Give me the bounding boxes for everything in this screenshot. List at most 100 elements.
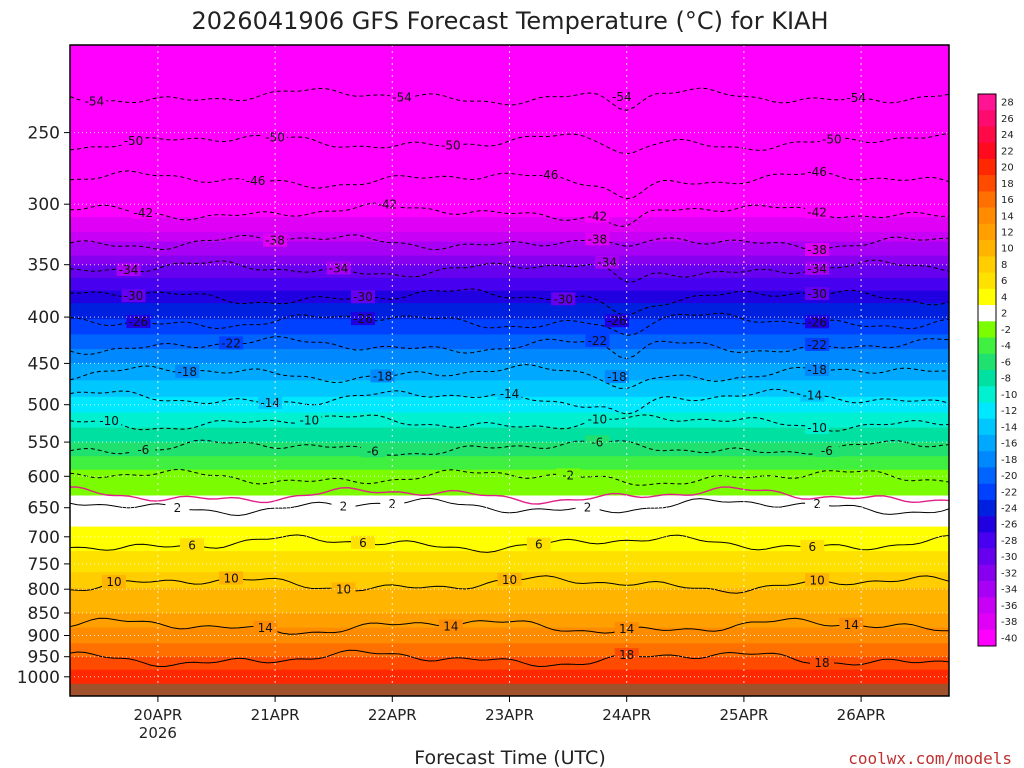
contour-label-bg (126, 315, 151, 328)
contour-label-bg (380, 497, 405, 511)
contour-label-bg (219, 571, 244, 585)
contour-label-bg (116, 263, 141, 276)
temperature-band (70, 341, 949, 347)
contour-line (70, 288, 949, 316)
temperature-band (70, 232, 949, 238)
contour-label: -38 (265, 234, 285, 248)
contour-label-bg (331, 499, 356, 513)
contour-label-bg (585, 209, 610, 223)
y-axis: 250 300 350 400 450 500 550 600 650 700 750 800 850 9… (17, 124, 70, 688)
contour-label-bg (263, 233, 288, 247)
temperature-band (70, 664, 949, 668)
contour-label-bg (551, 292, 576, 306)
contour-line (70, 497, 949, 517)
contour-label: -18 (607, 370, 627, 384)
colorbar-swatch (978, 483, 996, 501)
contour-line (70, 364, 949, 390)
contour-label-bg (575, 500, 600, 514)
contour-label: 2 (813, 497, 821, 511)
contour-label-bg (805, 261, 830, 275)
contour-line (70, 388, 949, 415)
x-axis-label: Forecast Time (UTC) (414, 747, 605, 768)
contour-label: -14 (260, 396, 280, 410)
contour-label: -30 (807, 287, 827, 301)
contour-label: -22 (588, 334, 608, 348)
temperature-band (70, 206, 949, 213)
colorbar-label: 2 (1001, 309, 1007, 320)
y-tick-label: 300 (28, 195, 60, 215)
contour-label-bg (609, 90, 634, 103)
contour-label-bg (297, 413, 322, 427)
contour-label-bg (82, 94, 107, 108)
temperature-band (70, 598, 949, 601)
temperature-band (70, 505, 949, 509)
temperature-band (70, 64, 949, 73)
y-tick-label: 750 (28, 555, 60, 575)
colorbar-label: -2 (1001, 325, 1011, 336)
colorbar-label: -26 (1001, 520, 1017, 531)
contour-label: 2 (584, 500, 592, 514)
temperature-band (70, 418, 949, 423)
x-tick-label: 24APR (602, 706, 651, 724)
temperature-band (70, 467, 949, 471)
contour-label: 10 (336, 583, 351, 597)
contour-label: 2 (174, 501, 182, 515)
temperature-band (70, 370, 949, 375)
colorbar-swatch (978, 321, 996, 338)
y-tick-label: 400 (28, 308, 60, 328)
contour-label: -10 (588, 413, 608, 427)
y-tick-label: 550 (28, 433, 60, 453)
contour-label-bg (370, 369, 395, 383)
colorbar: 28 26 24 22 20 18 16 14 12 10 8 6 4 2 -2 -4 -6 -8 -10 -12 -1… (977, 93, 1017, 647)
temperature-band (70, 648, 949, 651)
colorbar-swatch (978, 337, 996, 355)
temperature-band (70, 613, 949, 616)
y-tick-label: 850 (28, 604, 60, 624)
contour-label: -30 (353, 290, 373, 304)
contour-label: 18 (814, 656, 829, 670)
temperature-band (70, 461, 949, 466)
contour-label-bg (121, 133, 146, 147)
colorbar-swatch (978, 532, 996, 549)
temperature-band (70, 326, 949, 332)
y-tick-label: 250 (28, 124, 60, 144)
colorbar-label: 4 (1001, 292, 1007, 303)
y-tick-label: 600 (28, 467, 60, 487)
x-tick-sublabel: 2026 (139, 724, 177, 742)
temperature-band (70, 456, 949, 460)
contour-label: 6 (535, 538, 543, 552)
contour-label-bg (585, 435, 610, 449)
temperature-band (70, 594, 949, 597)
colorbar-label: -40 (1001, 633, 1017, 644)
colorbar-label: -36 (1001, 601, 1017, 612)
contour-label-bg (331, 582, 356, 596)
contour-label: -42 (588, 210, 608, 224)
colorbar-swatch (978, 142, 996, 160)
temperature-band (70, 56, 949, 65)
contour-label-bg (102, 575, 126, 589)
temperature-band (70, 424, 949, 429)
colorbar-swatch (978, 499, 996, 517)
temperature-band (70, 190, 949, 198)
temperature-band (70, 507, 949, 511)
contour-label-bg (360, 444, 385, 458)
temperature-band (70, 334, 949, 339)
temperature-band (70, 522, 949, 526)
contour-label: -2 (562, 469, 574, 483)
y-tick-label: 350 (28, 256, 60, 276)
colorbar-swatch (978, 353, 996, 371)
colorbar-label: -6 (1001, 357, 1011, 368)
x-tick-label: 20APR (133, 706, 182, 724)
temperature-band (70, 48, 949, 58)
contour-label: -26 (353, 312, 373, 326)
contour-label-bg (805, 315, 830, 329)
temperature-band (70, 603, 949, 607)
colorbar-label: -16 (1001, 439, 1017, 450)
temperature-band (70, 315, 949, 320)
temperature-band (70, 634, 949, 638)
contour-label-bg (805, 337, 830, 351)
y-tick-label: 950 (28, 648, 60, 668)
colorbar-label: -8 (1001, 374, 1011, 385)
contour-label: -26 (607, 314, 627, 328)
contour-label: -22 (221, 336, 241, 350)
